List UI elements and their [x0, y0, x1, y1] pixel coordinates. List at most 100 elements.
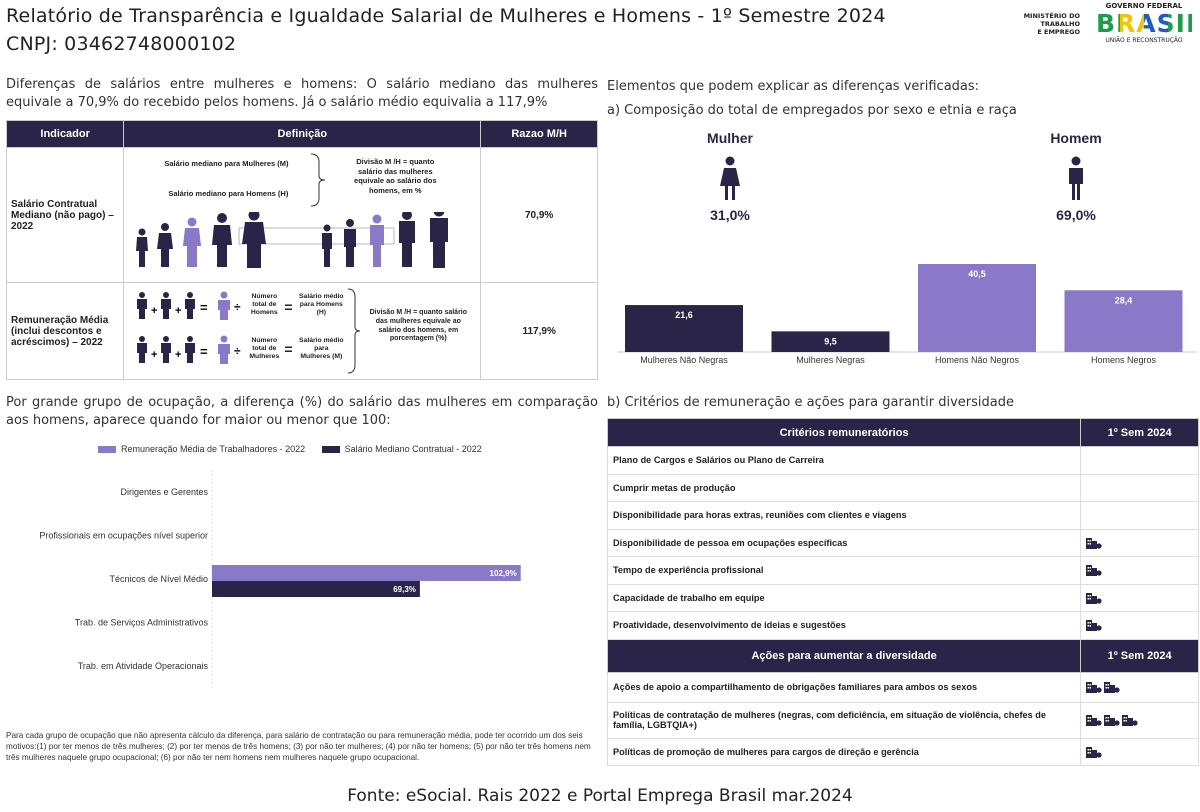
occupation-legend: Remuneração Média de Trabalhadores - 202…: [98, 444, 482, 454]
avg-women-label: Salário médio para Mulheres (M): [299, 337, 344, 360]
woman-label: Mulher: [707, 130, 753, 146]
svg-text:+: +: [175, 305, 181, 317]
man-label: Homem: [1050, 130, 1102, 146]
criteria-label: Políticas de promoção de mulheres para c…: [606, 737, 1082, 766]
gov-logo: GOVERNO FEDERAL BRASIL UNIÃO E RECONSTRU…: [1096, 2, 1200, 48]
criteria-icons: [1080, 528, 1199, 557]
man-percent: 69,0%: [1056, 207, 1096, 223]
man-panel: Homem 69,0%: [1036, 130, 1116, 223]
people-sum-icon: + + = ÷: [137, 291, 241, 320]
people-illustration: [136, 212, 449, 268]
criteria-label: Ações de apoio a compartilhamento de obr…: [606, 671, 1082, 703]
person-icon: [370, 214, 385, 267]
bar-value-label: 9,5: [824, 336, 837, 346]
equals-icon: =: [284, 341, 293, 357]
bar-value-label: 69,3%: [393, 585, 416, 594]
gov-logo-subtitle: UNIÃO E RECONSTRUÇÃO: [1105, 37, 1183, 44]
ministry-logo-line: TRABALHO: [1040, 20, 1080, 28]
criteria-label: Disponibilidade para horas extras, reuni…: [606, 501, 1082, 530]
person-icon: [399, 212, 416, 267]
criteria-icons: [1080, 671, 1199, 703]
building-icon: [1086, 746, 1102, 758]
indicator-name: Salário Contratual Mediano (não pago) – …: [5, 147, 125, 283]
building-icon: [1122, 715, 1138, 726]
building-icon: [1086, 592, 1102, 604]
section-subtitle: a) Composição do total de empregados por…: [607, 103, 1017, 118]
building-icon: [1086, 715, 1102, 726]
criteria-icons: [1080, 501, 1199, 530]
svg-text:+: +: [175, 349, 181, 361]
bar-value-label: 40,5: [968, 269, 986, 279]
legend-item: Remuneração Média de Trabalhadores - 202…: [98, 444, 305, 454]
occupation-note: Para cada grupo de ocupação que não apre…: [6, 731, 591, 762]
category-label: Homens Não Negros: [935, 355, 1020, 365]
bar: [771, 331, 890, 352]
person-icon: [157, 223, 174, 267]
criteria-label: Tempo de experiência profissional: [606, 556, 1082, 585]
median-women-label: Salário mediano para Mulheres (M): [164, 159, 289, 168]
occupation-label: Trab. em Atividade Operacionais: [78, 661, 209, 671]
criteria-label: Políticas de contratação de mulheres (ne…: [606, 701, 1082, 739]
bar: [212, 581, 420, 597]
svg-text:÷: ÷: [234, 300, 241, 314]
criteria-label: Proatividade, desenvolvimento de ideias …: [606, 611, 1082, 640]
composition-chart: 21,6 Mulheres Não Negras 9,5 Mulheres Negra…: [617, 264, 1197, 365]
semester-header: 1º Sem 2024: [1080, 418, 1199, 447]
svg-text:=: =: [200, 344, 208, 359]
criteria-row: Políticas de contratação de mulheres (ne…: [606, 701, 1199, 739]
total-men-label: Número total de Homens: [250, 293, 278, 316]
building-icon: [1104, 682, 1120, 693]
building-icon: [1086, 682, 1102, 693]
semester-header: 1º Sem 2024: [1080, 638, 1199, 673]
division-text: Divisão M /H = quanto salário das mulher…: [369, 309, 468, 343]
legend-label: Remuneração Média de Trabalhadores - 202…: [121, 444, 306, 454]
criteria-title: b) Critérios de remuneração e ações para…: [607, 395, 1014, 410]
equals-icon: =: [284, 299, 293, 315]
people-sum-icon: + + = ÷: [137, 335, 241, 364]
col-header-indicator: Indicador: [5, 120, 125, 148]
criteria-row: Plano de Cargos e Salários ou Plano de C…: [606, 446, 1199, 475]
bar: [625, 305, 743, 352]
building-icon: [1086, 565, 1102, 577]
woman-percent: 31,0%: [710, 207, 750, 223]
criteria-label: Cumprir metas de produção: [606, 473, 1082, 502]
ministry-logo: MINISTÉRIO DO TRABALHO E EMPREGO: [1024, 12, 1080, 36]
definition-cell: + + = ÷ Número total de Homens = Salário…: [123, 282, 482, 380]
occupation-label: Profissionais em ocupações nível superio…: [39, 531, 208, 541]
building-icon: [1086, 620, 1102, 632]
brace-icon: [311, 153, 326, 207]
bar-value-label: 28,4: [1115, 295, 1133, 305]
criteria-header: Critérios remuneratórios: [606, 418, 1082, 447]
person-icon: [430, 212, 449, 268]
criteria-icons: [1080, 737, 1199, 766]
legend-label: Salário Mediano Contratual - 2022: [344, 444, 482, 454]
building-icon: [1086, 537, 1102, 549]
category-label: Homens Negros: [1091, 355, 1157, 365]
occupation-label: Trab. de Serviços Administrativos: [75, 618, 209, 628]
bar-value-label: 102,9%: [490, 569, 517, 578]
criteria-row: Tempo de experiência profissional: [606, 556, 1199, 585]
criteria-icons: [1080, 446, 1199, 475]
legend-swatch: [98, 446, 116, 454]
category-label: Mulheres Negras: [796, 355, 865, 365]
criteria-table: Critérios remuneratórios 1º Sem 2024 Pla…: [606, 418, 1199, 766]
ministry-logo-line: E EMPREGO: [1037, 28, 1080, 36]
indicator-table: Indicador Definição Razao M/H Salário Co…: [5, 120, 598, 380]
occupation-title: Por grande grupo de ocupação, a diferenç…: [6, 395, 598, 428]
legend-swatch: [321, 446, 340, 454]
criteria-row: Políticas de promoção de mulheres para c…: [606, 737, 1199, 766]
page-title: Relatório de Transparência e Igualdade S…: [6, 2, 886, 58]
occupation-chart: Dirigentes e Gerentes Profissionais em oc…: [39, 470, 521, 690]
occupation-label: Técnicos de Nível Médio: [109, 574, 208, 584]
svg-text:+: +: [151, 349, 157, 361]
criteria-row: Ações de apoio a compartilhamento de obr…: [606, 671, 1199, 703]
woman-panel: Mulher 31,0%: [690, 130, 770, 223]
actions-header-row: Ações para aumentar a diversidade 1º Sem …: [606, 638, 1199, 673]
criteria-icons: [1080, 611, 1199, 640]
intro-text: Diferenças de salários entre mulheres e …: [6, 77, 598, 110]
source-footer: Fonte: eSocial. Rais 2022 e Portal Empre…: [347, 786, 853, 806]
woman-icon: [720, 156, 740, 200]
criteria-icons: [1080, 556, 1199, 585]
criteria-row: Cumprir metas de produção: [606, 473, 1199, 502]
actions-header: Ações para aumentar a diversidade: [606, 638, 1082, 673]
